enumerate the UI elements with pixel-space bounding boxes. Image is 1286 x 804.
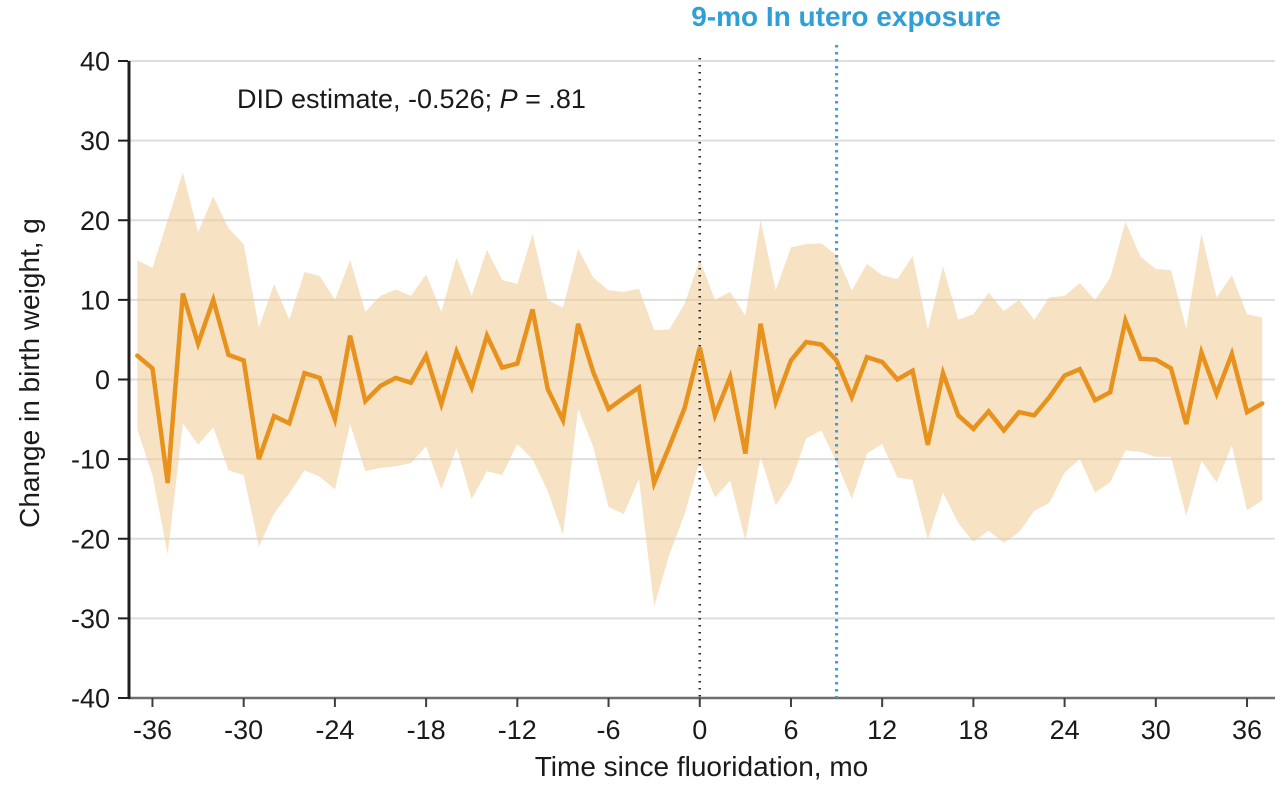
- x-axis: -36 -30 -24 -18 -12 -6 0 6 12 18 24 30 36: [133, 698, 1262, 745]
- exposure-annotation: 9-mo In utero exposure: [691, 1, 1001, 32]
- p-symbol: P: [499, 84, 518, 114]
- x-tick-label: -12: [498, 715, 537, 745]
- x-axis-label: Time since fluoridation, mo: [534, 751, 869, 782]
- did-estimate-annotation: DID estimate, -0.526; P = .81: [237, 84, 586, 115]
- x-tick-label: -24: [315, 715, 354, 745]
- y-axis: 40 30 20 10 0 -10 -20 -30 -40: [71, 47, 131, 714]
- x-tick-label: -30: [224, 715, 263, 745]
- x-tick-label: 24: [1050, 715, 1080, 745]
- y-tick-label: -20: [71, 524, 110, 554]
- y-axis-label: Change in birth weight, g: [14, 218, 45, 528]
- y-tick-label: 30: [80, 126, 110, 156]
- confidence-band: [137, 172, 1263, 607]
- x-tick-label: 6: [783, 715, 798, 745]
- x-tick-label: 0: [692, 715, 707, 745]
- y-tick-label: 10: [80, 285, 110, 315]
- y-tick-label: 20: [80, 206, 110, 236]
- x-tick-label: -18: [407, 715, 446, 745]
- did-estimate-text: DID estimate, -0.526;: [237, 84, 500, 114]
- p-value-text: = .81: [517, 84, 586, 114]
- y-tick-label: 0: [95, 365, 110, 395]
- x-tick-label: 30: [1141, 715, 1171, 745]
- y-tick-label: 40: [80, 47, 110, 77]
- x-tick-label: -36: [133, 715, 172, 745]
- x-tick-label: 36: [1232, 715, 1262, 745]
- y-tick-label: -40: [71, 684, 110, 714]
- y-tick-label: -30: [71, 604, 110, 634]
- x-tick-label: 12: [867, 715, 897, 745]
- x-tick-label: 18: [958, 715, 988, 745]
- x-tick-label: -6: [597, 715, 621, 745]
- estimate-line: [135, 292, 1265, 492]
- y-tick-label: -10: [71, 445, 110, 475]
